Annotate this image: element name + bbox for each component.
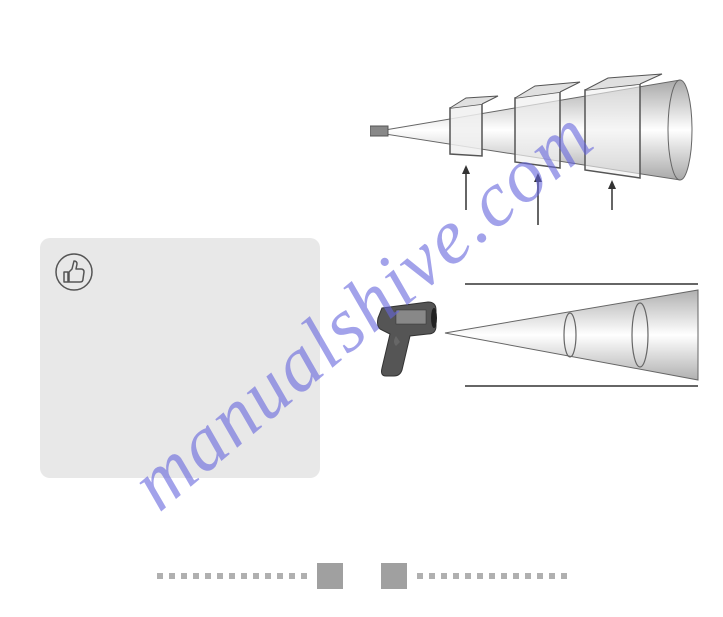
page-dot	[477, 573, 483, 579]
page-dot	[441, 573, 447, 579]
page-dot	[465, 573, 471, 579]
page-dot	[205, 573, 211, 579]
page-dot	[489, 573, 495, 579]
current-page-box	[381, 563, 407, 589]
page-dot	[537, 573, 543, 579]
page-dot	[217, 573, 223, 579]
page-dot	[453, 573, 459, 579]
page-dot	[253, 573, 259, 579]
page-dot	[301, 573, 307, 579]
tip-callout-box	[40, 238, 320, 478]
page-dot	[169, 573, 175, 579]
current-page-box	[317, 563, 343, 589]
page-dot	[277, 573, 283, 579]
page-dot	[289, 573, 295, 579]
page-dot	[181, 573, 187, 579]
page-dot	[513, 573, 519, 579]
page-dot	[525, 573, 531, 579]
page-dot	[549, 573, 555, 579]
measurement-spot-diagram	[370, 70, 700, 230]
page-dot	[501, 573, 507, 579]
thumbs-up-icon	[54, 252, 94, 292]
page-dot	[561, 573, 567, 579]
page-dot	[157, 573, 163, 579]
page-dot	[429, 573, 435, 579]
page-dot	[241, 573, 247, 579]
page-dot	[265, 573, 271, 579]
page-dot	[417, 573, 423, 579]
page-dot	[229, 573, 235, 579]
pagination-bar	[0, 563, 723, 589]
ir-thermometer-icon	[370, 290, 440, 380]
page-dot	[193, 573, 199, 579]
